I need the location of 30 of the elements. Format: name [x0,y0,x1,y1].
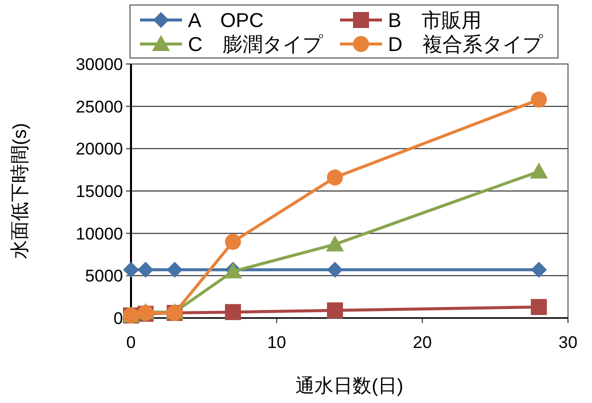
point [224,304,241,320]
legend-label: D 複合系タイプ [388,34,544,56]
point [224,234,241,250]
point [138,262,154,278]
x-tick-label: 20 [412,333,432,352]
point [326,262,343,278]
y-tick-label: 0 [114,309,123,328]
legend-label: C 膨潤タイプ [188,34,324,56]
legend-label: A OPC [188,10,264,32]
x-tick-label: 0 [126,333,136,352]
legend-label: B 市販用 [388,10,482,32]
point [326,169,343,186]
point [530,92,547,108]
point [530,298,547,315]
x-axis-title: 通水日数(日) [296,376,404,397]
y-axis-title: 水面低下時間(s) [10,122,31,260]
x-tick-label: 10 [267,333,286,352]
y-tick-label: 25000 [76,97,123,116]
y-tick-label: 10000 [76,224,123,244]
y-tick-label: 20000 [76,140,123,159]
x-tick-label: 30 [558,333,578,352]
point [326,302,343,318]
y-tick-label: 5000 [85,266,123,286]
point [530,162,548,179]
point [530,262,547,278]
point [123,262,139,278]
y-tick-label: 15000 [76,182,123,201]
y-tick-label: 30000 [76,55,123,74]
point [166,262,183,278]
point [326,235,344,252]
